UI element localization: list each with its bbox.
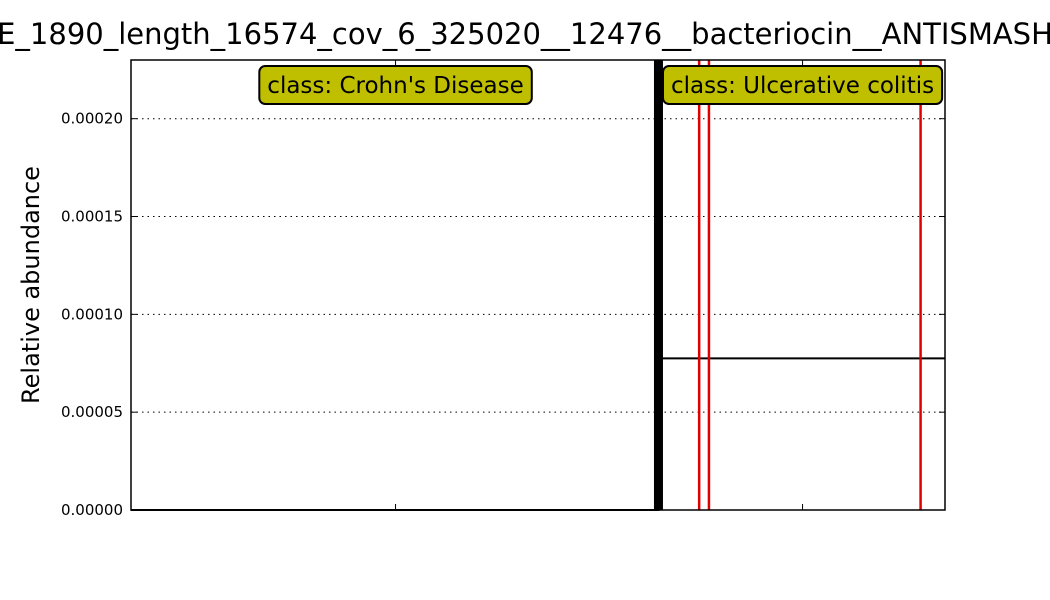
series-line-abundance xyxy=(131,357,945,511)
class-annotation-1: class: Crohn's Disease xyxy=(258,65,533,105)
y-axis-label: Relative abundance xyxy=(17,166,45,404)
y-tick-label: 0.00000 xyxy=(61,501,123,519)
annot-layer: class: Crohn's Disease class: Ulcerative … xyxy=(258,65,944,105)
series-layer xyxy=(131,357,945,511)
class-annotation-box xyxy=(661,65,944,105)
y-tick-label: 0.00015 xyxy=(61,208,123,226)
y-tick-label: 0.00010 xyxy=(61,305,123,323)
tick-layer: 0.00000 0.00005 0.00010 0.00015 0.00020 xyxy=(61,60,945,519)
marker-layer xyxy=(653,60,922,510)
grid-layer xyxy=(131,118,945,413)
class-annotation-2: class: Ulcerative colitis xyxy=(661,65,944,105)
plot-frame xyxy=(130,59,946,511)
class-annotation-label: class: Crohn's Disease xyxy=(267,73,523,99)
y-tick-label: 0.00005 xyxy=(61,403,123,421)
class-annotation-box xyxy=(258,65,533,105)
chart-title: E_1890_length_16574_cov_6_325020__12476_… xyxy=(0,17,1050,51)
y-tick-label: 0.00020 xyxy=(61,110,123,128)
class-annotation-label: class: Ulcerative colitis xyxy=(671,73,934,99)
